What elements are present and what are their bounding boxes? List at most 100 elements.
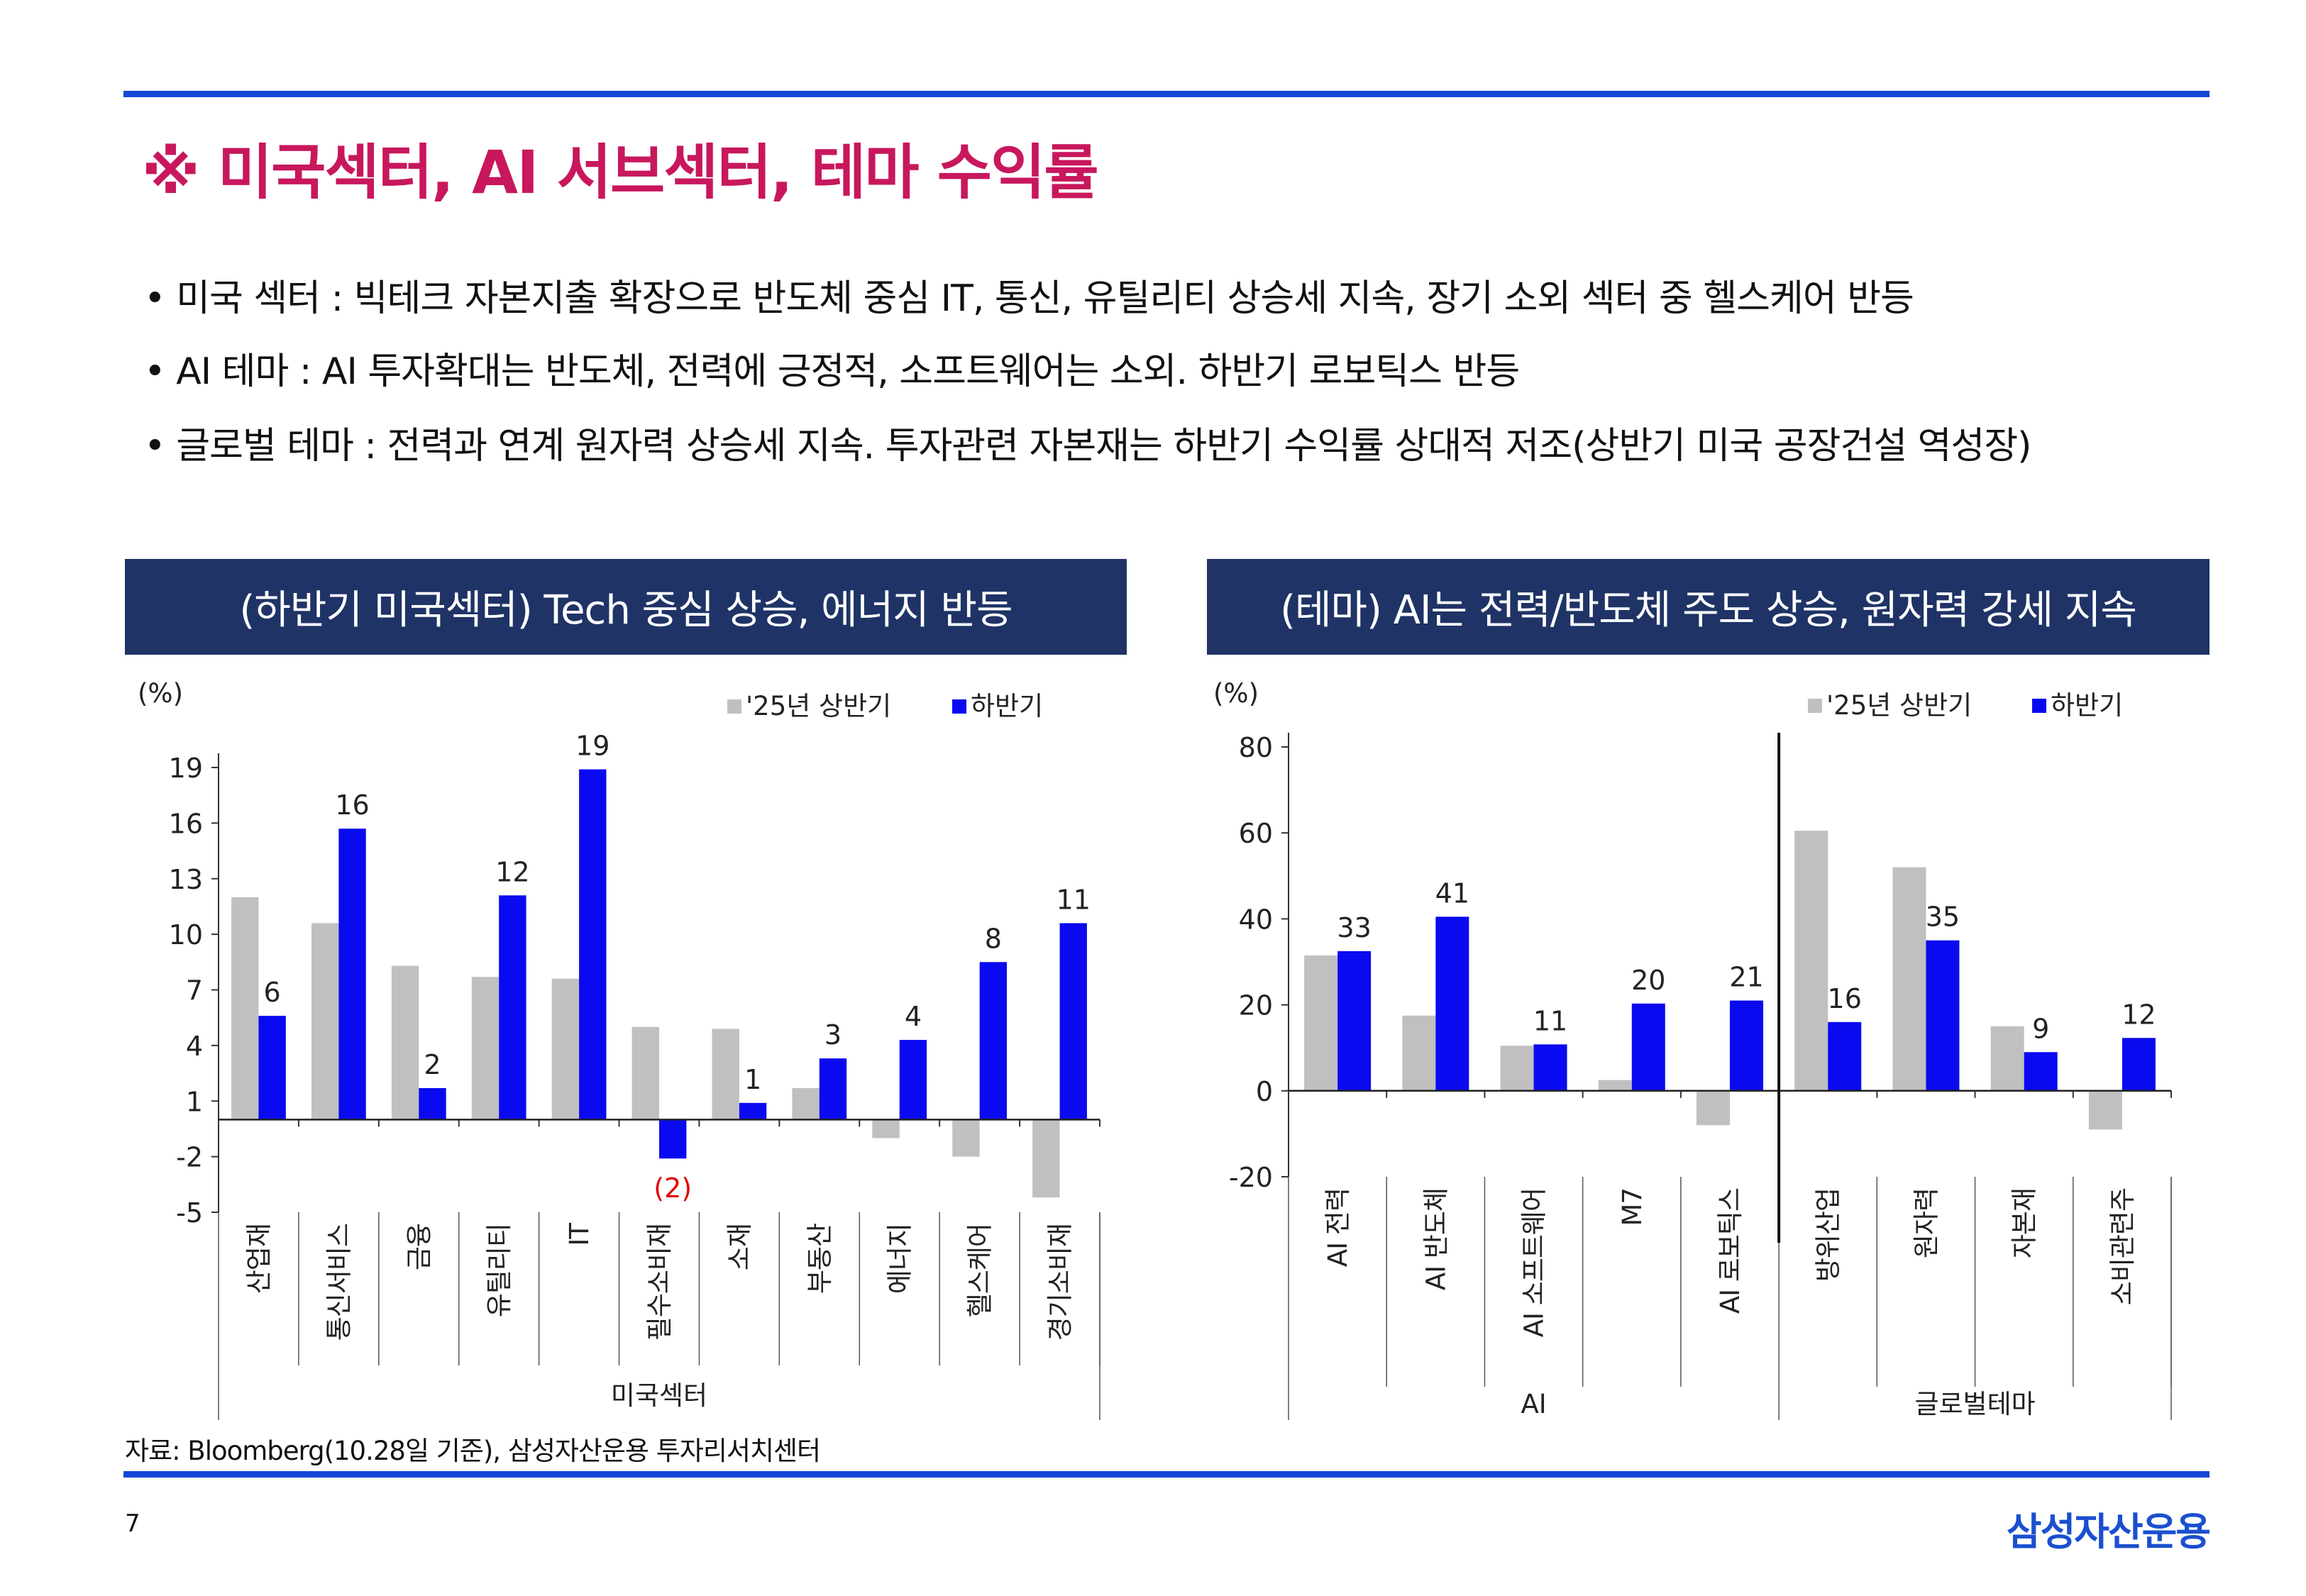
bar-h1 <box>631 1026 659 1120</box>
left-panel-header: (하반기 미국섹터) Tech 중심 상승, 에너지 반등 <box>125 559 1127 655</box>
category-label: 금융 <box>404 1224 434 1270</box>
bar-h2 <box>338 829 366 1120</box>
bar-h1 <box>1402 1015 1436 1091</box>
data-label: 1 <box>744 1064 761 1095</box>
data-label: 16 <box>1828 983 1862 1014</box>
bar-h1 <box>1697 1090 1730 1126</box>
unit-label: (%) <box>138 678 183 709</box>
y-tick-label: -2 <box>176 1142 203 1173</box>
bar-h2 <box>899 1040 927 1120</box>
data-label: 9 <box>2032 1013 2049 1044</box>
data-label: 12 <box>2122 999 2156 1030</box>
y-tick-label: 0 <box>1256 1076 1273 1107</box>
bar-h2 <box>499 895 526 1120</box>
data-label: 35 <box>1926 902 1960 933</box>
bar-h1 <box>1304 955 1338 1091</box>
group-label: 미국섹터 <box>611 1380 707 1411</box>
bar-h1 <box>311 923 339 1120</box>
group-label: AI <box>1521 1389 1546 1419</box>
bar-h1 <box>1032 1119 1060 1198</box>
category-label: 에너지 <box>885 1224 915 1294</box>
category-label: 헬스케어 <box>965 1224 995 1317</box>
bar-h2 <box>819 1058 847 1120</box>
bar-h2 <box>2122 1038 2156 1091</box>
bar-h2 <box>1435 916 1469 1091</box>
bar-h2 <box>739 1102 767 1120</box>
bar-h2 <box>419 1087 446 1120</box>
bar-h1 <box>391 965 419 1120</box>
data-label: 16 <box>335 789 369 821</box>
page-title: ※ 미국섹터, AI 서브섹터, 테마 수익률 <box>142 138 1099 207</box>
y-tick-label: 60 <box>1239 818 1273 849</box>
bar-h1 <box>872 1119 900 1138</box>
legend-swatch <box>952 699 966 714</box>
bar-h2 <box>2024 1052 2058 1091</box>
data-label: 19 <box>575 731 609 762</box>
legend-label: 하반기 <box>2051 690 2123 721</box>
category-label: 필수소비재 <box>644 1224 675 1341</box>
data-label: 11 <box>1057 884 1091 915</box>
data-label: 11 <box>1533 1005 1567 1036</box>
top-rule <box>123 91 2210 97</box>
bar-h2 <box>258 1016 286 1120</box>
bar-h1 <box>1892 867 1926 1091</box>
bar-h2 <box>1631 1003 1665 1091</box>
legend-label: 하반기 <box>971 691 1043 721</box>
category-label: M7 <box>1617 1188 1648 1226</box>
unit-label: (%) <box>1213 678 1259 709</box>
data-label: 2 <box>424 1049 441 1080</box>
category-label: AI 반도체 <box>1420 1188 1451 1290</box>
y-tick-label: 20 <box>1239 990 1273 1021</box>
category-label: 방위산업 <box>1813 1188 1843 1282</box>
category-label: 원자력 <box>1911 1188 1941 1258</box>
data-label: 21 <box>1729 962 1763 993</box>
category-label: 부동산 <box>805 1224 835 1294</box>
bar-h1 <box>712 1029 739 1120</box>
bar-h2 <box>1337 951 1372 1091</box>
category-label: 자본재 <box>2009 1188 2040 1258</box>
bar-h1 <box>792 1087 820 1120</box>
y-tick-label: 19 <box>169 753 203 784</box>
y-tick-label: -20 <box>1229 1162 1273 1193</box>
bottom-rule <box>123 1471 2210 1478</box>
bullet-2: • AI 테마 : AI 투자확대는 반도체, 전력에 긍정적, 소프트웨어는 … <box>144 350 1520 393</box>
data-label: 8 <box>985 923 1002 954</box>
page-number: 7 <box>125 1509 140 1538</box>
bar-h1 <box>551 978 580 1120</box>
bar-h2 <box>579 769 607 1120</box>
y-tick-label: 10 <box>169 919 203 951</box>
y-tick-label: -5 <box>176 1197 203 1229</box>
data-label: 12 <box>495 856 529 887</box>
bar-h1 <box>1598 1080 1632 1091</box>
category-label: 소재 <box>724 1224 755 1270</box>
bar-h2 <box>1730 1000 1763 1091</box>
category-label: 유틸리티 <box>484 1224 514 1317</box>
bar-h2 <box>1926 940 1960 1091</box>
y-tick-label: 13 <box>169 864 203 895</box>
bar-h1 <box>231 897 259 1120</box>
data-label: 20 <box>1631 965 1665 996</box>
category-label: 통신서비스 <box>324 1224 354 1341</box>
data-label: 41 <box>1435 877 1469 909</box>
bar-h1 <box>1990 1026 2024 1091</box>
bar-h1 <box>952 1119 980 1157</box>
data-label: (2) <box>653 1173 692 1204</box>
data-label: 6 <box>264 977 281 1008</box>
bar-h2 <box>1059 923 1087 1120</box>
bar-h1 <box>471 977 500 1120</box>
category-label: 산업재 <box>243 1224 274 1294</box>
bar-h1 <box>1500 1046 1534 1091</box>
y-tick-label: 40 <box>1239 904 1273 935</box>
legend-swatch <box>727 699 741 714</box>
category-label: 경기소비재 <box>1045 1224 1076 1341</box>
y-tick-label: 1 <box>186 1086 203 1117</box>
y-tick-label: 4 <box>186 1031 203 1062</box>
bar-h1 <box>2088 1090 2122 1130</box>
y-tick-label: 7 <box>186 975 203 1007</box>
theme-chart: (%) 80 60 40 20 0 -20 33 AI 전력 41 AI 반도체 11 AI 소프트웨어… <box>1213 678 2172 1420</box>
y-tick-label: 80 <box>1239 732 1273 763</box>
company-logo: 삼성자산운용 <box>2006 1509 2211 1554</box>
source-note: 자료: Bloomberg(10.28일 기준), 삼성자산운용 투자리서치센터 <box>125 1436 821 1466</box>
bar-h1 <box>1794 831 1828 1091</box>
data-label: 33 <box>1337 912 1371 943</box>
